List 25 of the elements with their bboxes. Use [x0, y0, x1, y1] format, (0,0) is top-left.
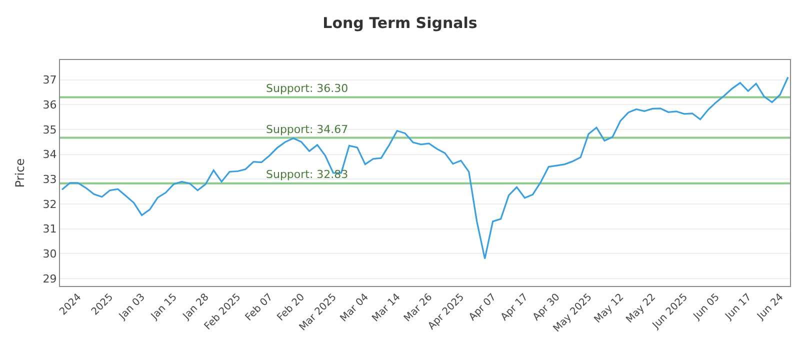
- y-tick-label: 36: [42, 98, 57, 112]
- chart-title: Long Term Signals: [322, 14, 478, 32]
- x-tick-label: Jan 03: [116, 292, 148, 323]
- x-tick-label: Feb 07: [244, 292, 276, 324]
- x-tick-label: Apr 17: [499, 292, 530, 324]
- y-tick-label: 32: [42, 198, 57, 211]
- x-tick-label: Mar 14: [370, 292, 403, 324]
- y-tick-label: 34: [42, 148, 57, 162]
- x-tick-label: Jun 24: [754, 292, 786, 323]
- x-tick-label: Jun 17: [722, 292, 754, 323]
- y-tick-label: 37: [42, 74, 57, 87]
- x-tick-label: Mar 04: [338, 292, 371, 324]
- line-series: [61, 76, 789, 260]
- ref-line-label: Support: 34.67: [266, 123, 348, 136]
- y-tick-label: 30: [42, 248, 57, 261]
- y-tick-label: 31: [42, 222, 57, 236]
- ref-line-label: Support: 36.30: [266, 82, 348, 95]
- y-tick-label: 29: [42, 272, 57, 286]
- x-tick-label: Jan 15: [148, 292, 180, 323]
- y-axis-title: Price: [13, 158, 28, 188]
- y-tick-label: 33: [42, 173, 57, 186]
- y-tick-label: 35: [42, 123, 57, 136]
- ref-line-label: Support: 32.83: [266, 168, 348, 181]
- x-tick-label: Jun 05: [691, 292, 722, 323]
- x-tick-label: Apr 07: [467, 292, 498, 324]
